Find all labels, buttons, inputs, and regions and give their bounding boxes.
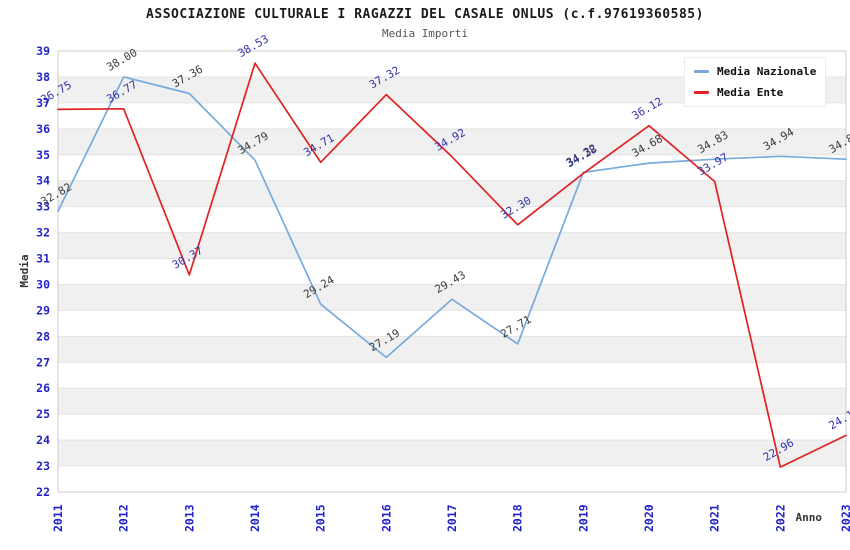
legend-label-media-ente: Media Ente	[717, 86, 784, 99]
x-tick-label: 2014	[248, 504, 262, 532]
y-tick-label: 31	[36, 252, 50, 266]
plot-area	[57, 50, 847, 493]
grid-band	[58, 388, 846, 415]
x-tick-label: 2018	[511, 504, 525, 532]
x-tick-label: 2019	[576, 504, 590, 532]
y-tick-label: 34	[36, 174, 50, 188]
x-axis-title: Anno	[795, 511, 823, 524]
x-tick-label: 2021	[708, 504, 722, 532]
series-line-media-ente	[57, 62, 847, 468]
y-tick-label: 32	[36, 226, 50, 240]
x-tick-label: 2022	[773, 504, 787, 532]
y-tick-label: 22	[36, 485, 50, 499]
legend-swatch-media-ente-icon	[694, 91, 709, 94]
series-line-media-nazionale	[57, 76, 847, 359]
y-tick-label: 35	[36, 148, 50, 162]
grid-band	[58, 336, 846, 363]
y-tick-label: 24	[36, 433, 50, 447]
y-tick-label: 33	[36, 200, 50, 214]
grid-band	[58, 440, 846, 467]
x-tick-label: 2016	[379, 504, 393, 532]
grid-band	[58, 232, 846, 259]
y-tick-label: 30	[36, 277, 50, 291]
legend: Media Nazionale Media Ente	[684, 57, 827, 107]
y-tick-label: 29	[36, 303, 50, 317]
data-label: 38.53	[236, 32, 271, 60]
grid-band	[58, 128, 846, 155]
x-tick-label: 2015	[314, 504, 328, 532]
y-tick-label: 23	[36, 459, 50, 473]
y-tick-label: 28	[36, 329, 50, 343]
legend-item-media-nazionale: Media Nazionale	[694, 65, 816, 78]
grid-band	[58, 284, 846, 311]
chart-subtitle: Media Importi	[381, 27, 469, 40]
y-tick-label: 36	[36, 122, 50, 136]
x-tick-label: 2017	[445, 504, 459, 532]
chart-title: ASSOCIAZIONE CULTURALE I RAGAZZI DEL CAS…	[146, 7, 704, 22]
grid-band	[58, 180, 846, 207]
y-tick-label: 38	[36, 70, 50, 84]
x-tick-label: 2011	[51, 504, 65, 532]
y-tick-label: 37	[36, 96, 50, 110]
legend-label-media-nazionale: Media Nazionale	[717, 65, 817, 78]
y-tick-label: 26	[36, 381, 50, 395]
x-tick-label: 2012	[117, 504, 131, 532]
x-tick-label: 2023	[839, 504, 850, 532]
data-label: 38.00	[104, 46, 139, 74]
legend-item-media-ente: Media Ente	[694, 86, 816, 99]
y-axis-title: Media	[18, 254, 32, 288]
x-tick-label: 2013	[182, 504, 196, 532]
y-tick-label: 39	[36, 44, 50, 58]
y-tick-label: 27	[36, 355, 50, 369]
y-tick-label: 25	[36, 407, 50, 421]
legend-swatch-media-nazionale-icon	[694, 70, 709, 73]
x-tick-label: 2020	[642, 504, 656, 532]
